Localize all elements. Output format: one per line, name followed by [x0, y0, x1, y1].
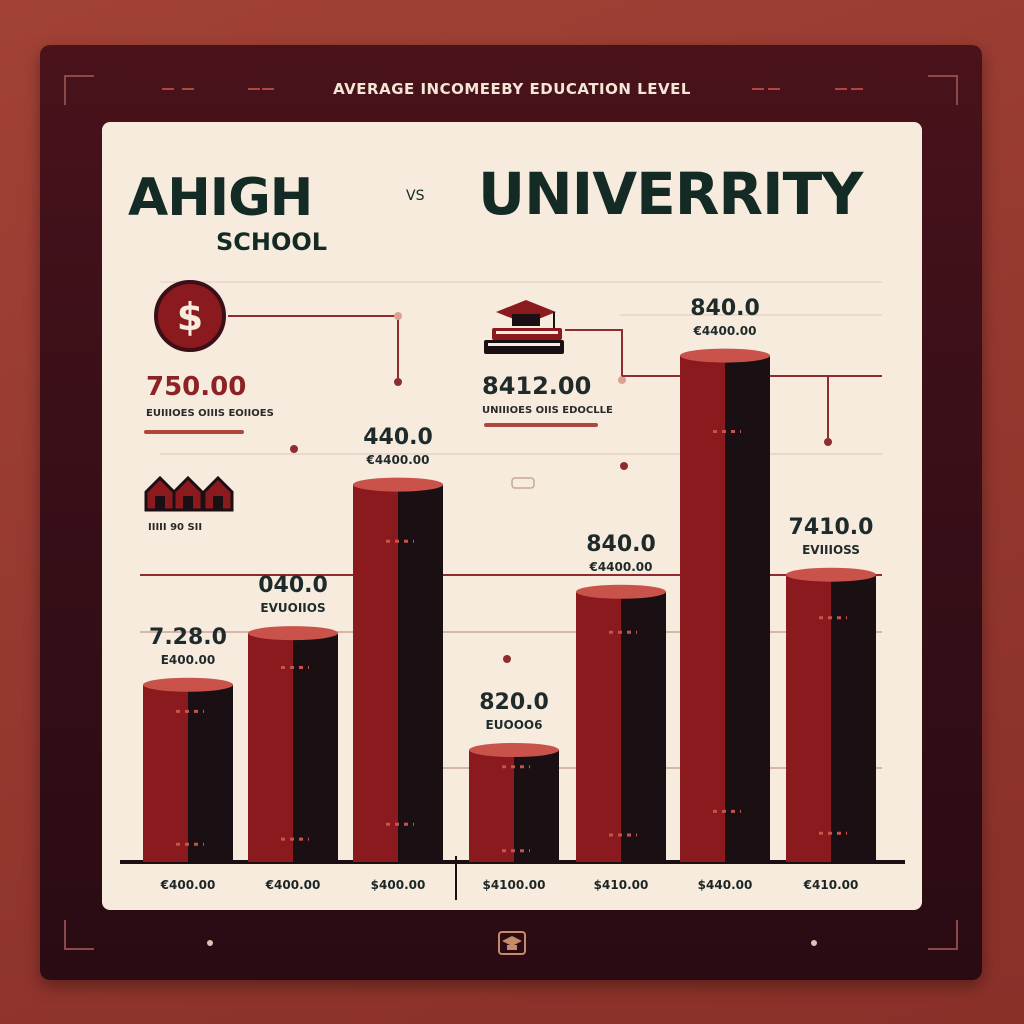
bar-side: [188, 684, 233, 862]
title-dash: [851, 88, 863, 90]
bar-sub-label: €4400.00: [693, 323, 757, 338]
bar-front: [786, 574, 831, 862]
bar: [353, 477, 443, 862]
x-tick-label: $440.00: [697, 878, 753, 892]
x-tick-label: €410.00: [803, 878, 859, 892]
bar-value-label: 7410.0: [788, 514, 874, 540]
bar-top: [680, 348, 770, 363]
bar-value-label: 440.0: [363, 424, 433, 450]
frame-corner-top-right: [928, 75, 958, 105]
x-tick-label: $400.00: [370, 878, 426, 892]
bar-side: [293, 633, 338, 862]
bar-sub-label: EVUOIIOS: [260, 601, 326, 616]
bar-value-label: 840.0: [586, 531, 656, 557]
bar-value-label: 840.0: [690, 295, 760, 321]
bar-side: [725, 355, 770, 862]
houses-caption: IIIII 90 SII: [148, 522, 203, 533]
bar-sub-label: €4400.00: [366, 452, 430, 467]
bar: [143, 677, 233, 862]
title-dash: [835, 88, 847, 90]
x-tick-label: €400.00: [265, 878, 321, 892]
chart-title: AVERAGE INCOMEEBY EDUCATION LEVEL: [333, 80, 691, 98]
x-tick-label: €400.00: [160, 878, 216, 892]
bar: [248, 626, 338, 862]
bar-value-label: 040.0: [258, 573, 328, 599]
bar-top: [248, 626, 338, 641]
bar-sub-label: EVIIIOSS: [802, 542, 860, 557]
bars-layer: [143, 348, 876, 862]
bar: [576, 584, 666, 862]
frame-corner-bottom-right: [928, 920, 958, 950]
bar-top: [576, 584, 666, 599]
bar-value-label: 7.28.0: [149, 624, 227, 650]
bar-front: [143, 684, 188, 862]
right-note-caption: UNIIIOES OIIS EDOCLLE: [482, 405, 613, 416]
bar-side: [398, 484, 443, 862]
title-dash: [182, 88, 194, 90]
bar: [469, 743, 559, 862]
bar: [786, 567, 876, 862]
frame-corner-bottom-left: [64, 920, 94, 950]
bar-front: [576, 591, 621, 862]
bar-sub-label: E400.00: [160, 652, 216, 667]
bar-front: [680, 355, 725, 862]
bar-side: [831, 574, 876, 862]
bar-sub-label: EUOOO6: [485, 718, 543, 732]
bar-side: [514, 750, 559, 862]
title-dash: [262, 88, 274, 90]
left-note-caption: EUIIIOES OIIIS EOIIOES: [146, 408, 274, 419]
title-dash: [768, 88, 780, 90]
vs-label: VS: [406, 188, 425, 204]
bar-top: [143, 677, 233, 692]
bar-front: [353, 484, 398, 862]
bar-top: [353, 477, 443, 492]
bar-sub-label: €4400.00: [589, 559, 653, 574]
x-tick-label: $410.00: [593, 878, 649, 892]
right-title: UNIVERRITY: [478, 160, 863, 228]
left-title: AHIGH: [128, 168, 313, 228]
title-dash: [752, 88, 764, 90]
bar-value-label: 820.0: [479, 690, 549, 715]
left-subtitle: SCHOOL: [216, 228, 328, 256]
title-dash: [248, 88, 260, 90]
bar-front: [469, 750, 514, 862]
bar-side: [621, 591, 666, 862]
frame-corner-top-left: [64, 75, 94, 105]
title-dash: [162, 88, 174, 90]
bar: [680, 348, 770, 862]
x-tick-label: $4100.00: [482, 878, 546, 892]
bar-top: [469, 743, 559, 757]
bar-front: [248, 633, 293, 862]
bar-top: [786, 567, 876, 582]
